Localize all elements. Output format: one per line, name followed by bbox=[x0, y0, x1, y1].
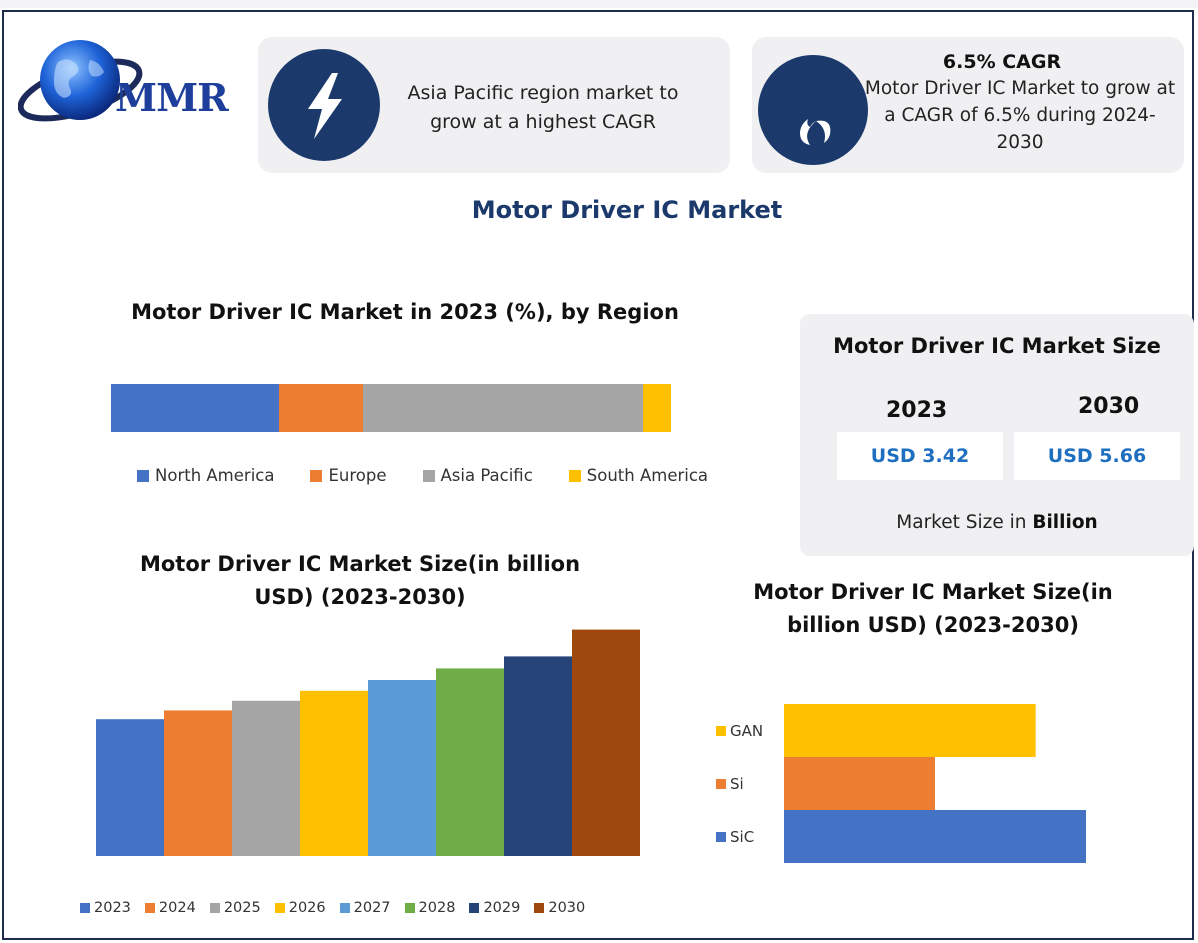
legend-label: 2026 bbox=[288, 900, 326, 916]
market-size-title: Motor Driver IC Market Size bbox=[833, 334, 1161, 358]
yearly-bar-chart bbox=[96, 629, 640, 856]
legend-item-2028: 2028 bbox=[404, 900, 456, 916]
legend-label: 2029 bbox=[483, 900, 521, 916]
legend-swatch bbox=[209, 903, 220, 913]
legend-item-asia-pacific: Asia Pacific bbox=[422, 466, 533, 485]
legend-swatch bbox=[469, 903, 480, 913]
hbar-legend-swatch-sic bbox=[716, 832, 726, 842]
region-legend: North America Europe Asia Pacific South Ame… bbox=[137, 466, 744, 485]
highlight-card-cagr: 6.5% CAGR Motor Driver IC Market to grow… bbox=[752, 37, 1184, 173]
bar-2027 bbox=[368, 680, 436, 856]
material-hbar-chart: SiC Si GAN bbox=[716, 704, 1086, 863]
hbar-label-sic: SiC bbox=[730, 828, 754, 846]
legend-label: South America bbox=[586, 466, 709, 485]
legend-label: 2025 bbox=[223, 900, 261, 916]
legend-item-europe: Europe bbox=[310, 466, 387, 485]
market-size-note: Market Size in Billion bbox=[800, 512, 1194, 533]
hbar-gan bbox=[784, 704, 1036, 757]
bar-2024 bbox=[164, 710, 232, 856]
value-2030: USD 5.66 bbox=[1014, 432, 1180, 480]
legend-item-south-america: South America bbox=[568, 466, 709, 485]
globe-icon bbox=[17, 40, 143, 122]
cagr-title: 6.5% CAGR bbox=[942, 51, 1062, 73]
flame-icon bbox=[758, 55, 868, 165]
segment-north-america bbox=[111, 384, 279, 432]
segment-south-america bbox=[643, 384, 671, 432]
legend-label: North America bbox=[155, 466, 275, 485]
legend-swatch bbox=[339, 903, 350, 913]
hbar-legend-swatch-gan bbox=[716, 726, 726, 736]
legend-swatch bbox=[422, 469, 435, 482]
legend-label: 2030 bbox=[548, 900, 586, 916]
mmr-logo: MMR bbox=[17, 30, 248, 140]
legend-item-2027: 2027 bbox=[339, 900, 391, 916]
note-prefix: Market Size in bbox=[896, 512, 1033, 533]
bar-2028 bbox=[436, 668, 504, 856]
cagr-text: Motor Driver IC Market to grow at a CAGR… bbox=[864, 78, 1176, 153]
legend-item-2029: 2029 bbox=[469, 900, 520, 916]
market-size-box: Motor Driver IC Market Size 2023 2030 US… bbox=[800, 314, 1194, 556]
bar-2030 bbox=[572, 629, 640, 856]
top-strip bbox=[0, 0, 1198, 8]
year-2023-label: 2023 bbox=[886, 398, 948, 423]
legend-item-north-america: North America bbox=[137, 466, 274, 485]
legend-swatch bbox=[310, 469, 323, 482]
legend-swatch bbox=[404, 903, 415, 913]
logo-text: MMR bbox=[115, 75, 229, 120]
legend-swatch bbox=[534, 903, 545, 913]
legend-label: 2023 bbox=[94, 900, 131, 916]
highlight-card-region: Asia Pacific region market to grow at a … bbox=[258, 37, 730, 173]
legend-label: Asia Pacific bbox=[440, 466, 533, 485]
legend-label: 2024 bbox=[158, 900, 196, 916]
hbar-legend-swatch-si bbox=[716, 779, 726, 789]
lightning-icon bbox=[268, 49, 380, 161]
legend-label: 2028 bbox=[418, 900, 456, 916]
legend-item-2030: 2030 bbox=[534, 900, 585, 916]
legend-swatch bbox=[137, 469, 149, 482]
page-title: Motor Driver IC Market bbox=[471, 196, 783, 224]
year-2030-label: 2030 bbox=[1078, 394, 1140, 419]
legend-swatch bbox=[80, 903, 90, 913]
value-2023: USD 3.42 bbox=[837, 432, 1003, 480]
legend-item-2024: 2024 bbox=[144, 900, 196, 916]
legend-swatch bbox=[144, 903, 155, 913]
segment-asia-pacific bbox=[363, 384, 643, 432]
note-unit: Billion bbox=[1032, 512, 1098, 533]
bar-2029 bbox=[504, 656, 572, 856]
region-highlight-text: Asia Pacific region market to grow at a … bbox=[407, 82, 679, 133]
bar-chart-title: Motor Driver IC Market Size(in billion U… bbox=[139, 552, 581, 609]
legend-swatch bbox=[568, 469, 581, 482]
legend-swatch bbox=[274, 903, 285, 913]
legend-label: 2027 bbox=[353, 900, 391, 916]
yearly-bar-legend: 2023 2024 2025 2026 2027 2028 2029 2030 bbox=[80, 900, 599, 916]
hbar-sic bbox=[784, 810, 1086, 863]
hbar-chart-title: Motor Driver IC Market Size(in billion U… bbox=[753, 580, 1113, 637]
legend-item-2023: 2023 bbox=[80, 900, 131, 916]
bar-2023 bbox=[96, 719, 164, 856]
legend-item-2026: 2026 bbox=[274, 900, 326, 916]
region-stacked-bar bbox=[111, 384, 671, 432]
legend-label: Europe bbox=[328, 466, 387, 485]
hbar-si bbox=[784, 757, 935, 810]
region-chart-title: Motor Driver IC Market in 2023 (%), by R… bbox=[131, 300, 679, 324]
bar-2026 bbox=[300, 690, 368, 856]
hbar-label-gan: GAN bbox=[730, 722, 763, 740]
hbar-label-si: Si bbox=[730, 775, 744, 793]
bar-2025 bbox=[232, 700, 300, 856]
segment-europe bbox=[279, 384, 363, 432]
legend-item-2025: 2025 bbox=[209, 900, 261, 916]
